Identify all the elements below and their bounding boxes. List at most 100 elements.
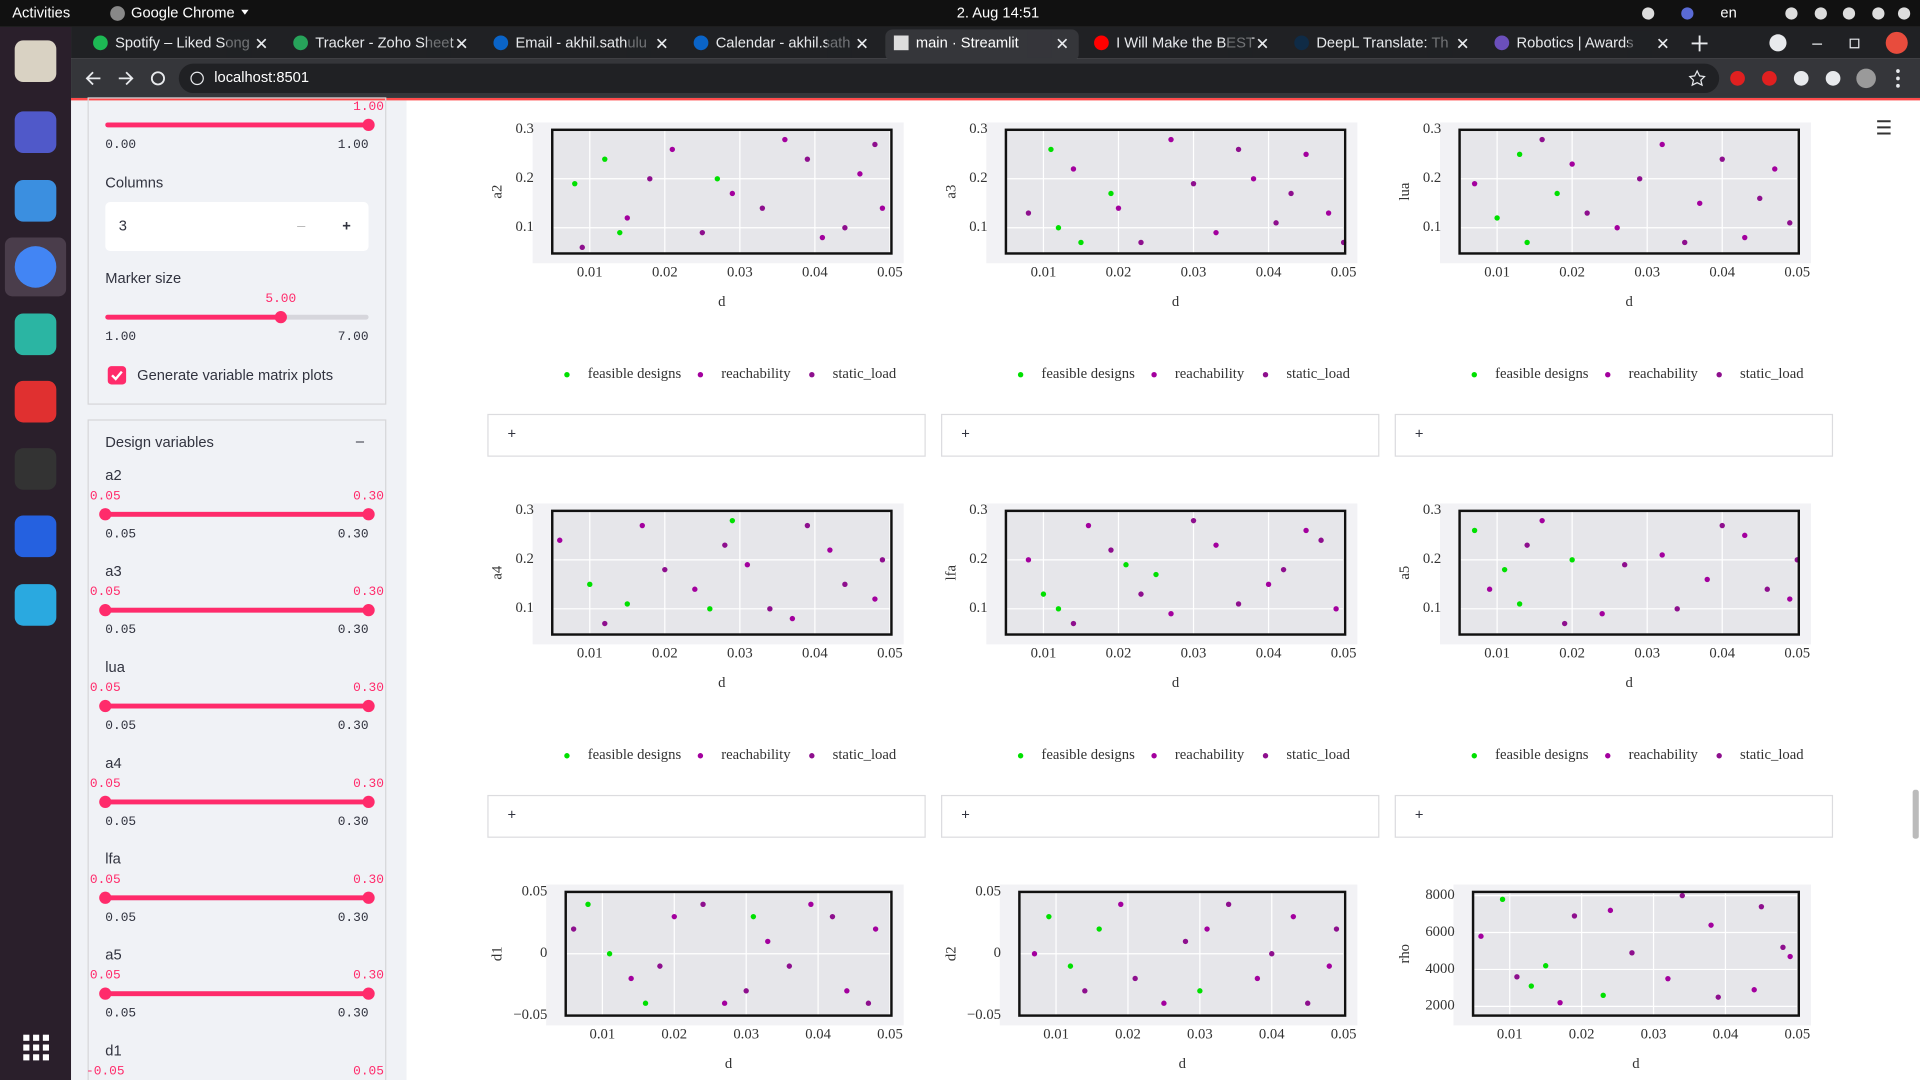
slider-handle[interactable] (99, 508, 112, 521)
dock-icon[interactable] (14, 246, 57, 288)
legend-marker[interactable] (564, 372, 570, 378)
expander-toggle[interactable]: – (356, 434, 365, 450)
slider-handle[interactable] (99, 604, 112, 617)
dock-icon[interactable] (14, 448, 57, 490)
legend-label[interactable]: static_load (1740, 747, 1804, 763)
legend-label[interactable]: feasible designs (1041, 747, 1135, 763)
dock-icon[interactable] (14, 515, 57, 558)
plot-expander[interactable] (487, 794, 926, 838)
legend-label[interactable]: reachability (721, 366, 791, 382)
legend-label[interactable]: static_load (833, 366, 897, 382)
tab-title[interactable]: Tracker - Zoho Sheet (315, 35, 453, 51)
extension-icon[interactable] (1762, 71, 1777, 86)
expander-title[interactable]: Design variables (105, 435, 214, 451)
app-name[interactable]: Google Chrome (131, 5, 235, 21)
apps-grid-dot[interactable] (23, 1044, 30, 1051)
legend-marker[interactable] (1262, 753, 1269, 759)
legend-marker[interactable] (809, 753, 815, 759)
extension-icon[interactable] (1793, 71, 1809, 86)
plot-expander-toggle[interactable]: + (1415, 808, 1424, 824)
plot-expander-toggle[interactable]: + (961, 427, 970, 443)
legend-marker[interactable] (1471, 372, 1477, 378)
status-icon[interactable] (1897, 7, 1911, 20)
legend-label[interactable]: reachability (1175, 366, 1245, 382)
legend-marker[interactable] (564, 753, 570, 759)
plot-expander[interactable] (941, 413, 1380, 457)
legend-marker[interactable] (1605, 753, 1611, 759)
status-icon[interactable] (1785, 7, 1798, 20)
checkbox-label[interactable]: Generate variable matrix plots (137, 368, 333, 384)
status-icon[interactable] (1872, 7, 1885, 20)
decrement[interactable]: – (297, 218, 306, 234)
nav-buttons[interactable] (85, 71, 134, 86)
plot-expander-toggle[interactable]: + (961, 808, 970, 824)
omnibox[interactable] (178, 63, 1720, 94)
legend-marker[interactable] (1151, 372, 1157, 378)
dock-icon[interactable] (14, 313, 57, 356)
legend-label[interactable]: feasible designs (588, 366, 682, 382)
status-icon[interactable] (1681, 7, 1694, 20)
language[interactable]: en (1720, 5, 1736, 21)
legend-label[interactable]: static_load (1740, 366, 1804, 382)
legend-marker[interactable] (697, 753, 704, 759)
legend-label[interactable]: feasible designs (1495, 366, 1589, 382)
slider-handle[interactable] (362, 118, 375, 132)
tab-title[interactable]: Robotics | Awards (1517, 35, 1634, 51)
dock-icon[interactable] (14, 584, 57, 626)
legend-marker[interactable] (809, 372, 815, 378)
slider-handle[interactable] (362, 699, 375, 713)
tab-close[interactable] (1657, 38, 1668, 49)
status-icon[interactable] (1642, 7, 1655, 20)
legend-marker[interactable] (1605, 372, 1611, 378)
apps-grid-dot[interactable] (33, 1054, 40, 1061)
tab-close[interactable] (256, 38, 267, 49)
slider-handle[interactable] (362, 987, 375, 1000)
checkbox[interactable] (107, 366, 127, 385)
legend-label[interactable]: static_load (1286, 747, 1350, 763)
profile[interactable] (1856, 68, 1876, 89)
extension-icon[interactable] (1730, 71, 1745, 86)
slider-handle[interactable] (99, 699, 112, 713)
slider-handle[interactable] (362, 891, 375, 904)
site-info[interactable] (190, 71, 204, 86)
legend-marker[interactable] (1017, 753, 1024, 759)
slider-handle[interactable] (99, 987, 112, 1000)
tab-close[interactable] (1057, 38, 1068, 49)
number-input[interactable] (105, 202, 369, 252)
status-icon[interactable] (1842, 7, 1856, 20)
tab-title[interactable]: Spotify – Liked Song (115, 35, 250, 51)
plot-expander-toggle[interactable]: + (1415, 427, 1424, 443)
tab-close[interactable] (656, 38, 667, 49)
apps-grid-dot[interactable] (23, 1054, 30, 1061)
legend-label[interactable]: feasible designs (588, 747, 682, 763)
legend-label[interactable]: static_load (1286, 366, 1350, 382)
increment[interactable]: + (342, 218, 351, 234)
plot-expander[interactable] (1394, 413, 1834, 457)
apps-grid-dot[interactable] (42, 1034, 49, 1041)
legend-marker[interactable] (1262, 372, 1269, 378)
tab-title[interactable]: DeepL Translate: Th (1316, 35, 1448, 51)
legend-label[interactable]: feasible designs (1495, 747, 1589, 763)
legend-marker[interactable] (1471, 753, 1477, 759)
legend-label[interactable]: reachability (1175, 747, 1245, 763)
activities[interactable]: Activities (12, 5, 70, 21)
tab-title[interactable]: Calendar - akhil.sath (716, 35, 851, 51)
slider-handle[interactable] (99, 891, 112, 904)
tab-title[interactable]: Email - akhil.sathulu (516, 35, 647, 51)
plot-expander-toggle[interactable]: + (508, 427, 517, 443)
apps-grid-dot[interactable] (42, 1054, 49, 1061)
window-close[interactable] (1885, 31, 1908, 54)
legend-marker[interactable] (1151, 753, 1157, 759)
dock-icon[interactable] (14, 180, 57, 222)
status-icon[interactable] (1814, 7, 1827, 20)
dock-icon[interactable] (14, 111, 57, 154)
dock-icon[interactable] (14, 380, 57, 423)
apps-grid-dot[interactable] (33, 1044, 40, 1051)
slider-handle[interactable] (362, 604, 375, 617)
legend-label[interactable]: feasible designs (1041, 366, 1135, 382)
legend-marker[interactable] (1017, 372, 1024, 378)
dock-icon[interactable] (14, 40, 57, 83)
legend-marker[interactable] (1716, 372, 1722, 378)
hamburger[interactable] (1877, 120, 1891, 135)
tab-close[interactable] (456, 38, 467, 49)
